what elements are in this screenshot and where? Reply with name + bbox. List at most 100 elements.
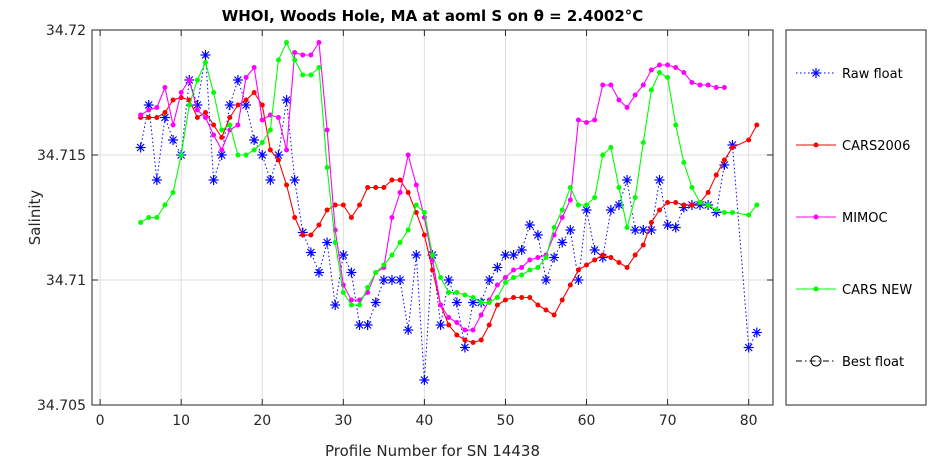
- data-point: [300, 52, 306, 58]
- data-point: [324, 165, 330, 170]
- data-point: [186, 102, 192, 108]
- data-point: [146, 107, 152, 113]
- data-point: [600, 252, 606, 258]
- data-point: [584, 262, 590, 268]
- data-point: [746, 137, 752, 143]
- data-point: [275, 57, 281, 63]
- data-point: [397, 240, 403, 245]
- data-point: [284, 40, 290, 45]
- legend-entry-1: CARS2006: [796, 139, 910, 154]
- data-point: [211, 122, 217, 128]
- data-point: [567, 282, 573, 288]
- data-point: [567, 185, 573, 190]
- data-point: [624, 105, 630, 110]
- data-point: [243, 75, 249, 80]
- data-point: [211, 90, 217, 95]
- legend: Raw float CARS2006 MIMOC CARS NEW Best float: [785, 29, 927, 406]
- data-point: [138, 112, 144, 118]
- data-point: [751, 327, 762, 338]
- data-point: [492, 262, 503, 273]
- data-point: [227, 115, 233, 120]
- legend-marker: [813, 286, 819, 292]
- data-point: [346, 267, 357, 278]
- x-tick-label: 80: [740, 413, 758, 429]
- data-point: [608, 145, 614, 150]
- data-point: [697, 82, 703, 88]
- data-point: [168, 135, 179, 145]
- data-point: [654, 175, 665, 185]
- data-point: [305, 247, 316, 258]
- data-point: [632, 92, 638, 98]
- data-point: [746, 212, 752, 218]
- data-point: [516, 245, 527, 255]
- data-point: [397, 177, 403, 183]
- data-point: [754, 122, 760, 128]
- x-tick-label: 50: [497, 413, 515, 429]
- data-point: [365, 185, 371, 190]
- data-point: [673, 200, 679, 205]
- data-point: [592, 117, 598, 123]
- data-point: [689, 185, 695, 190]
- data-point: [219, 135, 225, 140]
- data-point: [681, 160, 687, 165]
- data-point: [178, 90, 184, 95]
- data-point: [219, 147, 225, 153]
- data-point: [257, 150, 268, 160]
- data-point: [478, 337, 484, 343]
- data-point: [608, 255, 614, 260]
- data-point: [502, 280, 508, 285]
- data-point: [519, 265, 525, 270]
- data-point: [551, 225, 557, 230]
- plot-series: [135, 40, 762, 385]
- data-point: [697, 200, 703, 205]
- data-point: [575, 117, 581, 123]
- data-point: [284, 147, 290, 153]
- data-point: [549, 252, 560, 263]
- data-point: [275, 157, 281, 163]
- data-point: [435, 320, 446, 330]
- data-point: [478, 312, 484, 318]
- data-point: [511, 295, 517, 300]
- data-point: [162, 110, 168, 115]
- data-point: [430, 252, 435, 258]
- data-point: [454, 320, 460, 325]
- data-point: [219, 127, 225, 133]
- data-point: [289, 175, 300, 185]
- data-point: [413, 202, 419, 208]
- data-point: [551, 312, 557, 318]
- x-tick-label: 60: [578, 413, 596, 429]
- data-point: [357, 202, 363, 208]
- data-point: [673, 65, 679, 70]
- data-point: [389, 177, 395, 183]
- data-point: [584, 202, 590, 208]
- x-tick-label: 70: [659, 413, 677, 429]
- data-point: [486, 322, 492, 328]
- data-point: [194, 107, 200, 113]
- data-point: [541, 275, 551, 285]
- data-point: [719, 160, 730, 170]
- data-point: [381, 262, 387, 268]
- data-point: [203, 60, 208, 65]
- data-point: [575, 202, 581, 208]
- chart-title: WHOI, Woods Hole, MA at aoml S on θ = 2.…: [222, 7, 644, 25]
- data-point: [146, 215, 152, 220]
- data-point: [462, 337, 468, 343]
- data-point: [194, 115, 200, 120]
- data-point: [705, 190, 711, 195]
- data-point: [640, 140, 646, 145]
- data-point: [670, 222, 681, 233]
- data-point: [743, 342, 754, 353]
- data-point: [208, 175, 219, 185]
- data-point: [389, 215, 395, 220]
- data-point: [411, 250, 422, 260]
- y-tick-label: 34.715: [37, 148, 86, 164]
- data-point: [146, 115, 152, 120]
- data-point: [194, 77, 200, 83]
- data-point: [348, 215, 354, 220]
- data-point: [632, 252, 638, 258]
- y-tick-label: 34.705: [37, 398, 86, 414]
- data-point: [665, 200, 671, 205]
- data-point: [673, 122, 679, 128]
- data-point: [648, 67, 654, 73]
